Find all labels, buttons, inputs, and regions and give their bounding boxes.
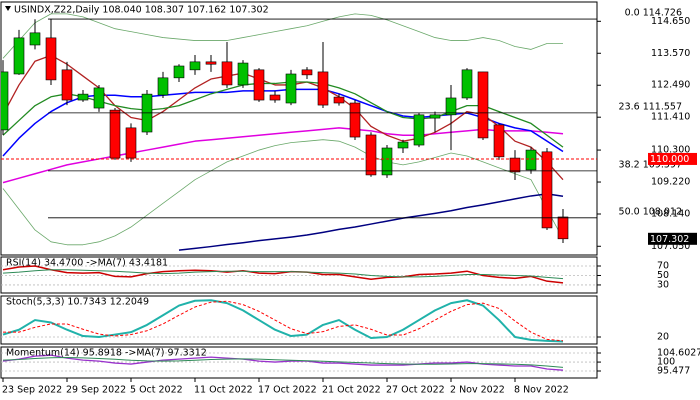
price-box-label: 110.000 — [650, 154, 689, 165]
panel-plot — [1, 13, 597, 251]
indicator-line — [2, 269, 564, 280]
indicator-line — [178, 193, 564, 251]
candle-body — [237, 62, 249, 86]
candle-body — [205, 61, 217, 65]
fib-label: 0.0 114.726 — [625, 8, 682, 19]
candle-body — [509, 157, 521, 173]
y-tick-label: 20 — [657, 331, 669, 342]
candle-body — [429, 114, 441, 119]
candle-body — [173, 65, 185, 79]
price-box-label: 107.302 — [650, 234, 689, 245]
y-tick-label: 114.650 — [651, 16, 690, 27]
panel-plot — [2, 354, 564, 371]
panel-frame — [0, 295, 598, 345]
candle-body — [413, 114, 425, 146]
indicator-line — [2, 54, 564, 181]
fib-label: 23.6 111.557 — [619, 101, 682, 112]
y-tick-label: 50 — [657, 270, 669, 281]
indicator-line — [3, 300, 564, 342]
candle-body — [493, 124, 505, 158]
x-tick-label: 5 Oct 2022 — [130, 385, 183, 396]
y-tick-label: 112.490 — [651, 80, 690, 91]
price-box — [648, 232, 697, 245]
y-tick-label: 110.300 — [651, 145, 690, 156]
candle-body — [541, 151, 553, 229]
y-tick-label: 108.140 — [651, 209, 690, 220]
candle-body — [253, 69, 265, 101]
candle-body — [397, 141, 409, 149]
x-tick-label: 21 Oct 2022 — [322, 385, 381, 396]
y-tick-label: 104.6027 — [657, 347, 700, 358]
candle-body — [269, 94, 281, 101]
candle-body — [109, 109, 121, 159]
panel-title: RSI(14) 34.4700 ->MA(7) 43.4181 — [6, 258, 168, 269]
y-tick-label: 109.220 — [651, 177, 690, 188]
candle-body — [317, 71, 329, 106]
candle-body — [61, 69, 73, 101]
price-box — [648, 152, 697, 165]
x-tick-label: 23 Sep 2022 — [2, 385, 62, 396]
x-tick-label: 17 Oct 2022 — [258, 385, 317, 396]
indicator-line — [2, 13, 563, 59]
x-tick-label: 29 Sep 2022 — [66, 385, 126, 396]
x-tick-label: 11 Oct 2022 — [194, 385, 253, 396]
indicator-line — [2, 265, 564, 284]
indicator-line — [2, 299, 564, 343]
panel-plot — [2, 265, 564, 284]
candle-body — [301, 69, 313, 76]
x-tick-label: 2 Nov 2022 — [450, 385, 505, 396]
candle-body — [189, 61, 201, 71]
y-tick-label: 111.410 — [651, 112, 690, 123]
candle-body — [13, 37, 25, 75]
candle-body — [557, 216, 569, 240]
y-tick-label: 30 — [657, 279, 669, 290]
candle-body — [125, 127, 137, 159]
candle-body — [1, 71, 9, 131]
candle-body — [381, 147, 393, 176]
candle-body — [333, 96, 345, 104]
candle-body — [461, 69, 473, 99]
candle-body — [349, 102, 361, 138]
candle-body — [445, 97, 457, 116]
indicator-line — [2, 354, 564, 371]
y-tick-label: 95.477 — [657, 366, 690, 377]
y-tick-label: 107.050 — [651, 241, 690, 252]
candle-body — [221, 61, 233, 86]
panel-title: Stoch(5,3,3) 10.7343 12.2049 — [6, 297, 149, 308]
candle-body — [157, 77, 169, 96]
candle-body — [45, 37, 57, 81]
fib-label: 50.0 108.012 — [619, 206, 682, 217]
chart-title: USINDX,Z22,Daily 108.040 108.307 107.162… — [14, 5, 269, 16]
candle-body — [29, 32, 41, 46]
candle-body — [525, 149, 537, 171]
candle-body — [285, 73, 297, 104]
indicator-line — [2, 357, 564, 368]
y-tick-label: 100 — [657, 357, 675, 368]
y-tick-label: 113.570 — [651, 48, 690, 59]
indicator-line — [2, 139, 564, 246]
title-icon — [5, 6, 11, 11]
x-tick-label: 27 Oct 2022 — [386, 385, 445, 396]
panel-plot — [2, 299, 564, 343]
x-tick-label: 8 Nov 2022 — [514, 385, 569, 396]
candle-body — [365, 134, 377, 176]
candle-body — [93, 87, 105, 109]
y-tick-label: 70 — [657, 261, 669, 272]
panel-title: Momentum(14) 95.8918 ->MA(7) 97.3312 — [6, 348, 207, 359]
candle-body — [477, 71, 489, 139]
candle-body — [77, 93, 89, 101]
